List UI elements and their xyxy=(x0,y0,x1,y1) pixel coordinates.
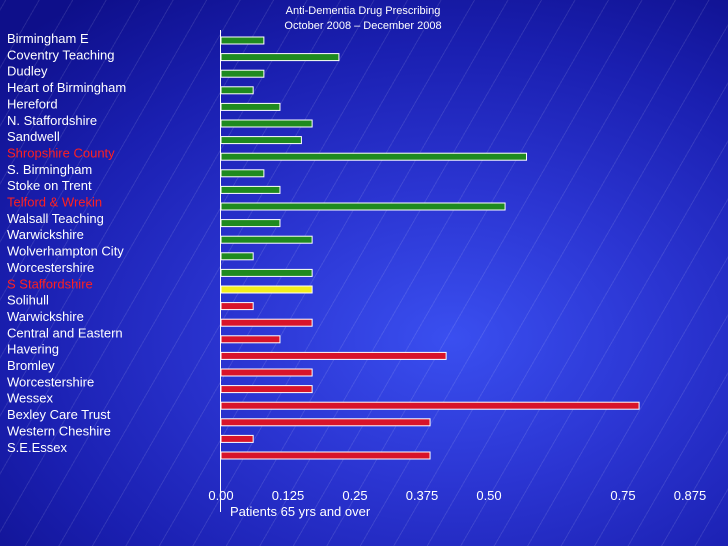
category-label: Heart of Birmingham xyxy=(7,80,126,95)
bar xyxy=(220,102,281,111)
bar xyxy=(220,36,265,45)
x-tick-label: 0.75 xyxy=(610,488,635,503)
x-tick-label: 0.50 xyxy=(476,488,501,503)
bar xyxy=(220,185,281,194)
x-tick-label: 0.375 xyxy=(406,488,439,503)
category-label: Birmingham E xyxy=(7,31,89,46)
bar xyxy=(220,252,254,261)
category-label: N. Staffordshire xyxy=(7,113,97,128)
category-label: Bexley Care Trust xyxy=(7,407,111,422)
x-tick-label: 0.125 xyxy=(272,488,305,503)
category-label: Havering xyxy=(7,342,59,357)
category-label: Shropshire County xyxy=(7,145,115,160)
bar xyxy=(220,385,313,394)
category-label: Worcestershire xyxy=(7,374,94,389)
bar xyxy=(220,318,313,327)
x-tick-label: 0.875 xyxy=(674,488,707,503)
chart-title: Anti-Dementia Drug Prescribing xyxy=(285,5,441,17)
bar xyxy=(220,335,281,344)
category-label: Warwickshire xyxy=(7,227,84,242)
bar xyxy=(220,219,281,228)
bar xyxy=(220,169,265,178)
bar xyxy=(220,418,431,427)
category-label: Central and Eastern xyxy=(7,325,123,340)
chart-subtitle: October 2008 – December 2008 xyxy=(284,20,442,32)
category-label: Solihull xyxy=(7,293,49,308)
x-tick-label: 0.00 xyxy=(208,488,233,503)
bar xyxy=(220,302,254,311)
bar xyxy=(220,235,313,244)
category-label: Telford & Wrekin xyxy=(7,195,102,210)
bar xyxy=(220,285,313,294)
category-label: Wessex xyxy=(7,391,53,406)
bar xyxy=(220,451,431,460)
bar xyxy=(220,69,265,78)
bar xyxy=(220,119,313,128)
x-tick-label: 0.25 xyxy=(342,488,367,503)
bar xyxy=(220,268,313,277)
category-label: Wolverhampton City xyxy=(7,244,124,259)
category-label: Worcestershire xyxy=(7,260,94,275)
category-label: Sandwell xyxy=(7,129,60,144)
bar xyxy=(220,136,302,145)
bar xyxy=(220,202,506,211)
category-label: S.E.Essex xyxy=(7,440,67,455)
bar xyxy=(220,434,254,443)
category-label: Hereford xyxy=(7,96,58,111)
bar xyxy=(220,152,528,161)
bar xyxy=(220,86,254,95)
category-label: Dudley xyxy=(7,64,48,79)
chart-title-block: Anti-Dementia Drug Prescribing October 2… xyxy=(230,4,496,34)
bar xyxy=(220,53,340,62)
category-label: Stoke on Trent xyxy=(7,178,92,193)
category-label: Bromley xyxy=(7,358,55,373)
category-label: S Staffordshire xyxy=(7,276,93,291)
category-label: Walsall Teaching xyxy=(7,211,104,226)
bar xyxy=(220,368,313,377)
bar xyxy=(220,351,447,360)
category-label: S. Birmingham xyxy=(7,162,92,177)
category-label: Western Cheshire xyxy=(7,423,111,438)
category-label: Warwickshire xyxy=(7,309,84,324)
x-axis-label: Patients 65 yrs and over xyxy=(230,504,371,519)
category-label: Coventry Teaching xyxy=(7,47,114,62)
bar xyxy=(220,401,640,410)
